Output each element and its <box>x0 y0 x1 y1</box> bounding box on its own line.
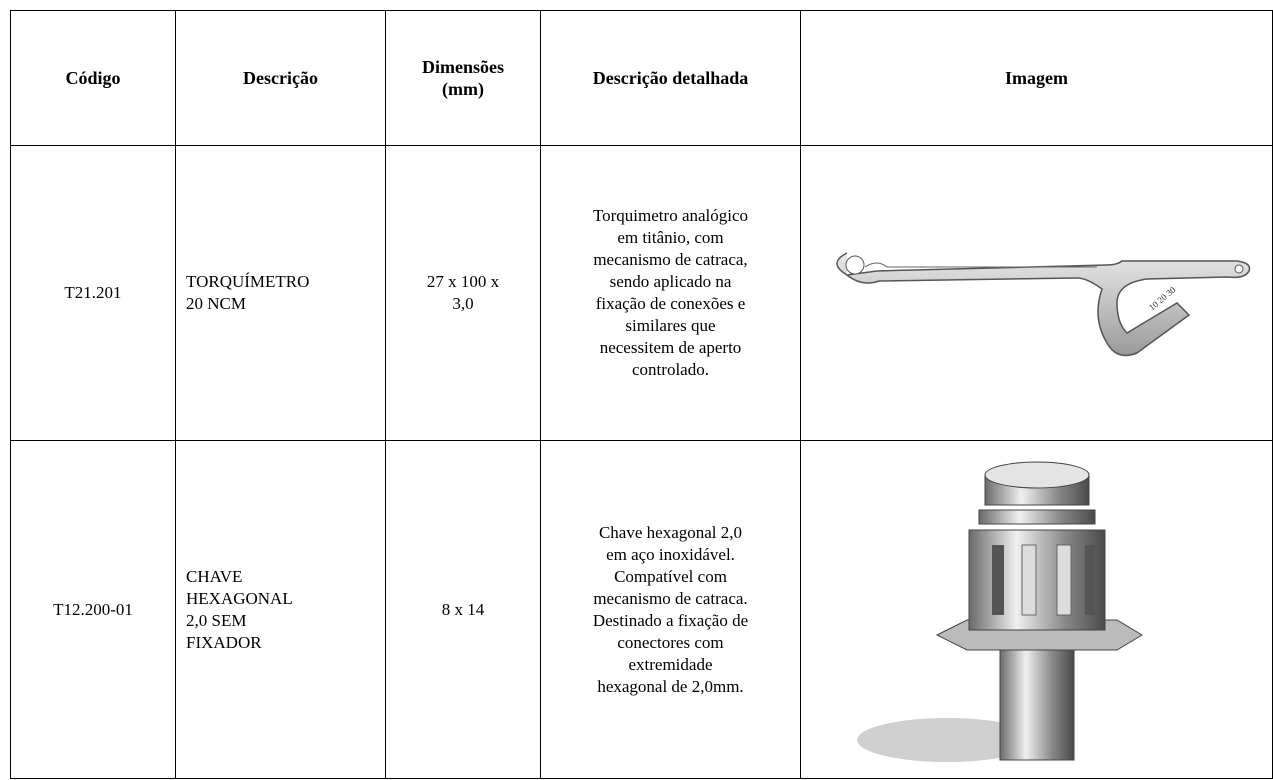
text-line: 3,0 <box>452 294 474 313</box>
text-line: extremidade <box>628 654 713 674</box>
image-cell <box>800 440 1273 779</box>
text-line: 2,0 SEM <box>186 610 247 630</box>
code: T21.201 <box>10 145 176 441</box>
text-line: mecanismo de catraca, <box>593 250 748 269</box>
header-row: Código Descrição Dimensões (mm) Descrição… <box>10 10 1273 146</box>
text-line: Compatível com <box>614 566 727 586</box>
text-line: 20 NCM <box>186 294 246 313</box>
wrench-image: 10 20 30 <box>835 252 1250 357</box>
description: CHAVE HEXAGONAL 2,0 SEM FIXADOR <box>175 440 386 779</box>
text-line: em titânio, com <box>617 228 724 247</box>
text-line: Chave hexagonal 2,0 <box>598 522 743 542</box>
row: T21.201 TORQUÍMETRO 20 NCM 27 x 100 x 3,0 … <box>10 145 1273 441</box>
text-line: Destinado a fixação de <box>592 610 749 630</box>
text-line: controlado. <box>632 360 709 379</box>
text-line: HEXAGONAL <box>186 588 293 608</box>
text-line: fixação de conexões e <box>595 294 746 313</box>
details: Chave hexagonal 2,0 em aço inoxidável. Com… <box>540 440 801 779</box>
text-line: necessitem de aperto <box>599 338 742 357</box>
text-line: Dimensões <box>422 57 504 77</box>
text-line: Imagem <box>1005 68 1068 88</box>
text-line: (mm) <box>442 79 484 99</box>
image-cell: 10 20 30 <box>800 145 1273 441</box>
text-line: conectores com <box>617 632 724 652</box>
product-table: Código Descrição Dimensões (mm) Descrição… <box>10 10 1273 779</box>
description: TORQUÍMETRO 20 NCM <box>175 145 386 441</box>
row: T12.200-01 CHAVE HEXAGONAL 2,0 SEM FIXADOR … <box>10 440 1273 779</box>
text-line: Descrição <box>243 68 318 88</box>
header-cell: Descrição detalhada <box>540 10 801 146</box>
code: T12.200-01 <box>10 440 176 779</box>
header-cell: Dimensões (mm) <box>385 10 541 146</box>
text-line: FIXADOR <box>186 632 262 652</box>
header-cell: Descrição <box>175 10 386 146</box>
text-line: em aço inoxidável. <box>606 544 735 564</box>
text-line: Código <box>65 68 121 88</box>
hex-key-image <box>856 461 1143 762</box>
text-line: 8 x 14 <box>441 599 485 619</box>
header-cell: Imagem <box>800 10 1273 146</box>
details: Torquimetro analógico em titânio, com meca… <box>540 145 801 441</box>
dimensions: 27 x 100 x 3,0 <box>385 145 541 441</box>
text-line: hexagonal de 2,0mm. <box>597 676 744 696</box>
text-line: Descrição detalhada <box>592 68 749 88</box>
text-line: mecanismo de catraca. <box>593 588 748 608</box>
text-line: similares que <box>625 316 716 335</box>
text-line: 27 x 100 x <box>426 272 500 291</box>
text-line: CHAVE <box>186 566 243 586</box>
text-line: TORQUÍMETRO <box>186 272 310 291</box>
header-cell: Código <box>10 10 176 146</box>
dimensions: 8 x 14 <box>385 440 541 779</box>
text-line: sendo aplicado na <box>609 272 732 291</box>
text-line: Torquimetro analógico <box>592 206 749 225</box>
